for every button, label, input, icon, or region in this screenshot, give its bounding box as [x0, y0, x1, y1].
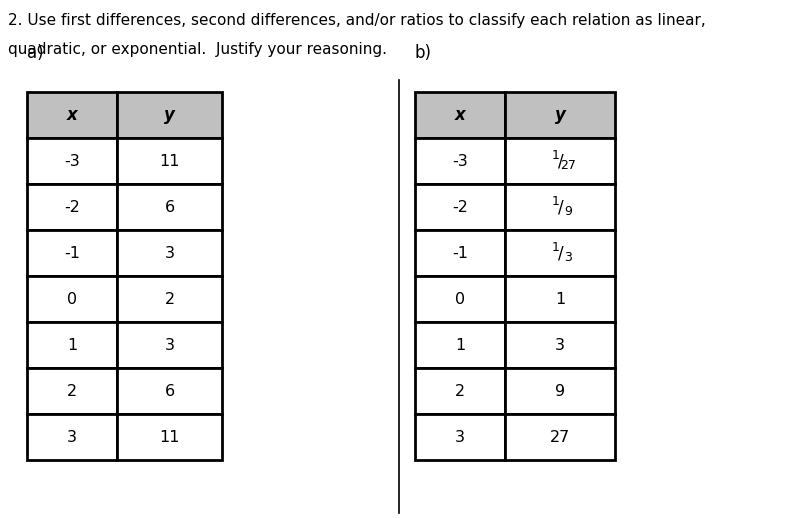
Bar [27, 184, 117, 230]
Text: 6: 6 [164, 383, 175, 398]
Text: 2. Use first differences, second differences, and/or ratios to classify each rel: 2. Use first differences, second differe… [8, 13, 705, 28]
Bar [415, 138, 505, 184]
Bar [415, 276, 505, 322]
Text: 11: 11 [160, 429, 180, 444]
Bar [415, 184, 505, 230]
Text: 1: 1 [555, 292, 565, 307]
Bar [505, 184, 615, 230]
Bar [117, 138, 222, 184]
Text: 1: 1 [552, 195, 560, 208]
Text: 2: 2 [67, 383, 77, 398]
Bar [415, 368, 505, 414]
Text: -3: -3 [452, 153, 468, 168]
Text: 6: 6 [164, 199, 175, 214]
Text: 1: 1 [455, 338, 465, 353]
Text: -2: -2 [452, 199, 468, 214]
Text: /: / [559, 244, 564, 262]
Text: a): a) [27, 44, 43, 62]
Bar [415, 230, 505, 276]
Text: 3: 3 [565, 251, 573, 264]
Text: 3: 3 [555, 338, 565, 353]
Text: 3: 3 [67, 429, 77, 444]
Text: -1: -1 [452, 246, 468, 261]
Text: 3: 3 [455, 429, 465, 444]
Bar [505, 322, 615, 368]
Text: b): b) [415, 44, 432, 62]
Bar [27, 368, 117, 414]
Text: 3: 3 [164, 338, 175, 353]
Text: 1: 1 [552, 149, 560, 162]
Bar [117, 276, 222, 322]
Bar [415, 322, 505, 368]
Text: 9: 9 [555, 383, 565, 398]
Bar [27, 414, 117, 460]
Bar [27, 230, 117, 276]
Text: 9: 9 [565, 205, 573, 218]
Text: -3: -3 [64, 153, 80, 168]
Text: 3: 3 [164, 246, 175, 261]
Text: y: y [164, 106, 175, 124]
Bar [505, 230, 615, 276]
Bar [505, 368, 615, 414]
Text: 1: 1 [552, 241, 560, 254]
Bar [117, 184, 222, 230]
Text: /: / [559, 152, 564, 170]
Text: -1: -1 [64, 246, 80, 261]
Bar [117, 414, 222, 460]
Bar [505, 414, 615, 460]
Text: 2: 2 [164, 292, 175, 307]
Bar [27, 92, 117, 138]
Bar [415, 414, 505, 460]
Text: x: x [454, 106, 465, 124]
Bar [117, 322, 222, 368]
Text: 1: 1 [67, 338, 77, 353]
Text: 27: 27 [550, 429, 570, 444]
Text: quadratic, or exponential.  Justify your reasoning.: quadratic, or exponential. Justify your … [8, 42, 387, 57]
Text: -2: -2 [64, 199, 80, 214]
Text: y: y [555, 106, 566, 124]
Bar [117, 92, 222, 138]
Bar [27, 276, 117, 322]
Bar [415, 92, 505, 138]
Text: 0: 0 [67, 292, 77, 307]
Text: 11: 11 [160, 153, 180, 168]
Text: 27: 27 [561, 159, 577, 172]
Bar [505, 276, 615, 322]
Bar [505, 92, 615, 138]
Text: /: / [559, 198, 564, 216]
Text: 0: 0 [455, 292, 465, 307]
Text: x: x [66, 106, 77, 124]
Text: 2: 2 [455, 383, 465, 398]
Bar [27, 138, 117, 184]
Bar [505, 138, 615, 184]
Bar [117, 368, 222, 414]
Bar [117, 230, 222, 276]
Bar [27, 322, 117, 368]
